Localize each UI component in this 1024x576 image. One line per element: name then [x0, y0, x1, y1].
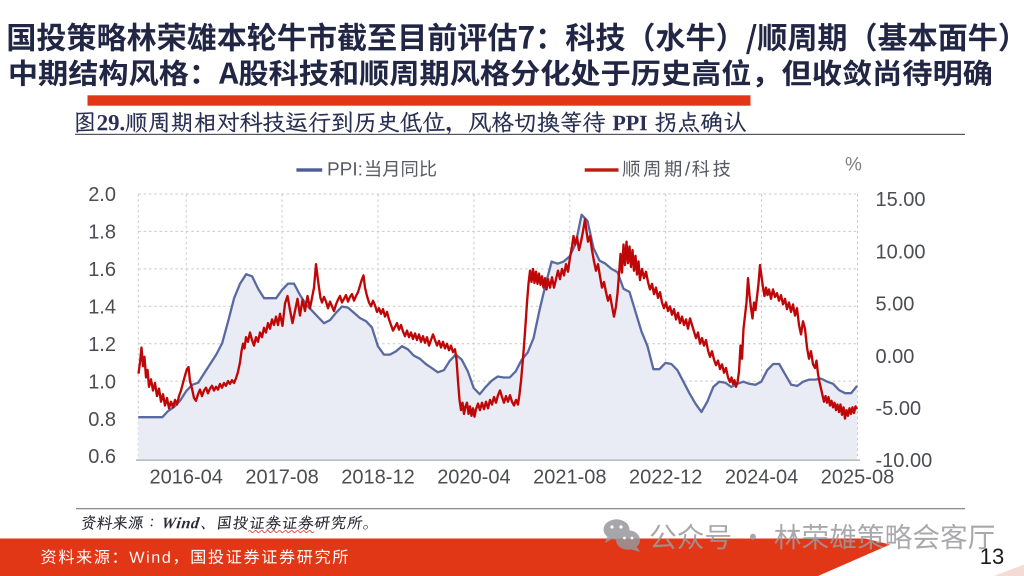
svg-text:0.6: 0.6 — [88, 446, 116, 468]
svg-text:1.6: 1.6 — [88, 259, 116, 281]
svg-text:1.8: 1.8 — [88, 222, 116, 244]
svg-text:%: % — [845, 155, 862, 176]
svg-text:2025-08: 2025-08 — [821, 467, 894, 489]
svg-text:2018-12: 2018-12 — [341, 467, 414, 489]
svg-text:2.0: 2.0 — [88, 184, 116, 206]
svg-text:2020-04: 2020-04 — [437, 467, 510, 489]
svg-text:5.00: 5.00 — [876, 294, 915, 316]
svg-text:0.8: 0.8 — [88, 409, 116, 431]
svg-text:-10.00: -10.00 — [876, 450, 933, 472]
svg-text:13: 13 — [980, 544, 1004, 569]
svg-text:0.00: 0.00 — [876, 346, 915, 368]
svg-text:2022-12: 2022-12 — [629, 467, 702, 489]
svg-text:1.4: 1.4 — [88, 297, 116, 319]
svg-text:2024-04: 2024-04 — [725, 467, 798, 489]
svg-text:2021-08: 2021-08 — [533, 467, 606, 489]
svg-text:2016-04: 2016-04 — [149, 467, 222, 489]
svg-text:1.2: 1.2 — [88, 334, 116, 356]
svg-text:10.00: 10.00 — [876, 241, 926, 263]
svg-text:-5.00: -5.00 — [876, 398, 922, 420]
svg-text:1.0: 1.0 — [88, 371, 116, 393]
svg-text:15.00: 15.00 — [876, 189, 926, 211]
svg-text:2017-08: 2017-08 — [245, 467, 318, 489]
